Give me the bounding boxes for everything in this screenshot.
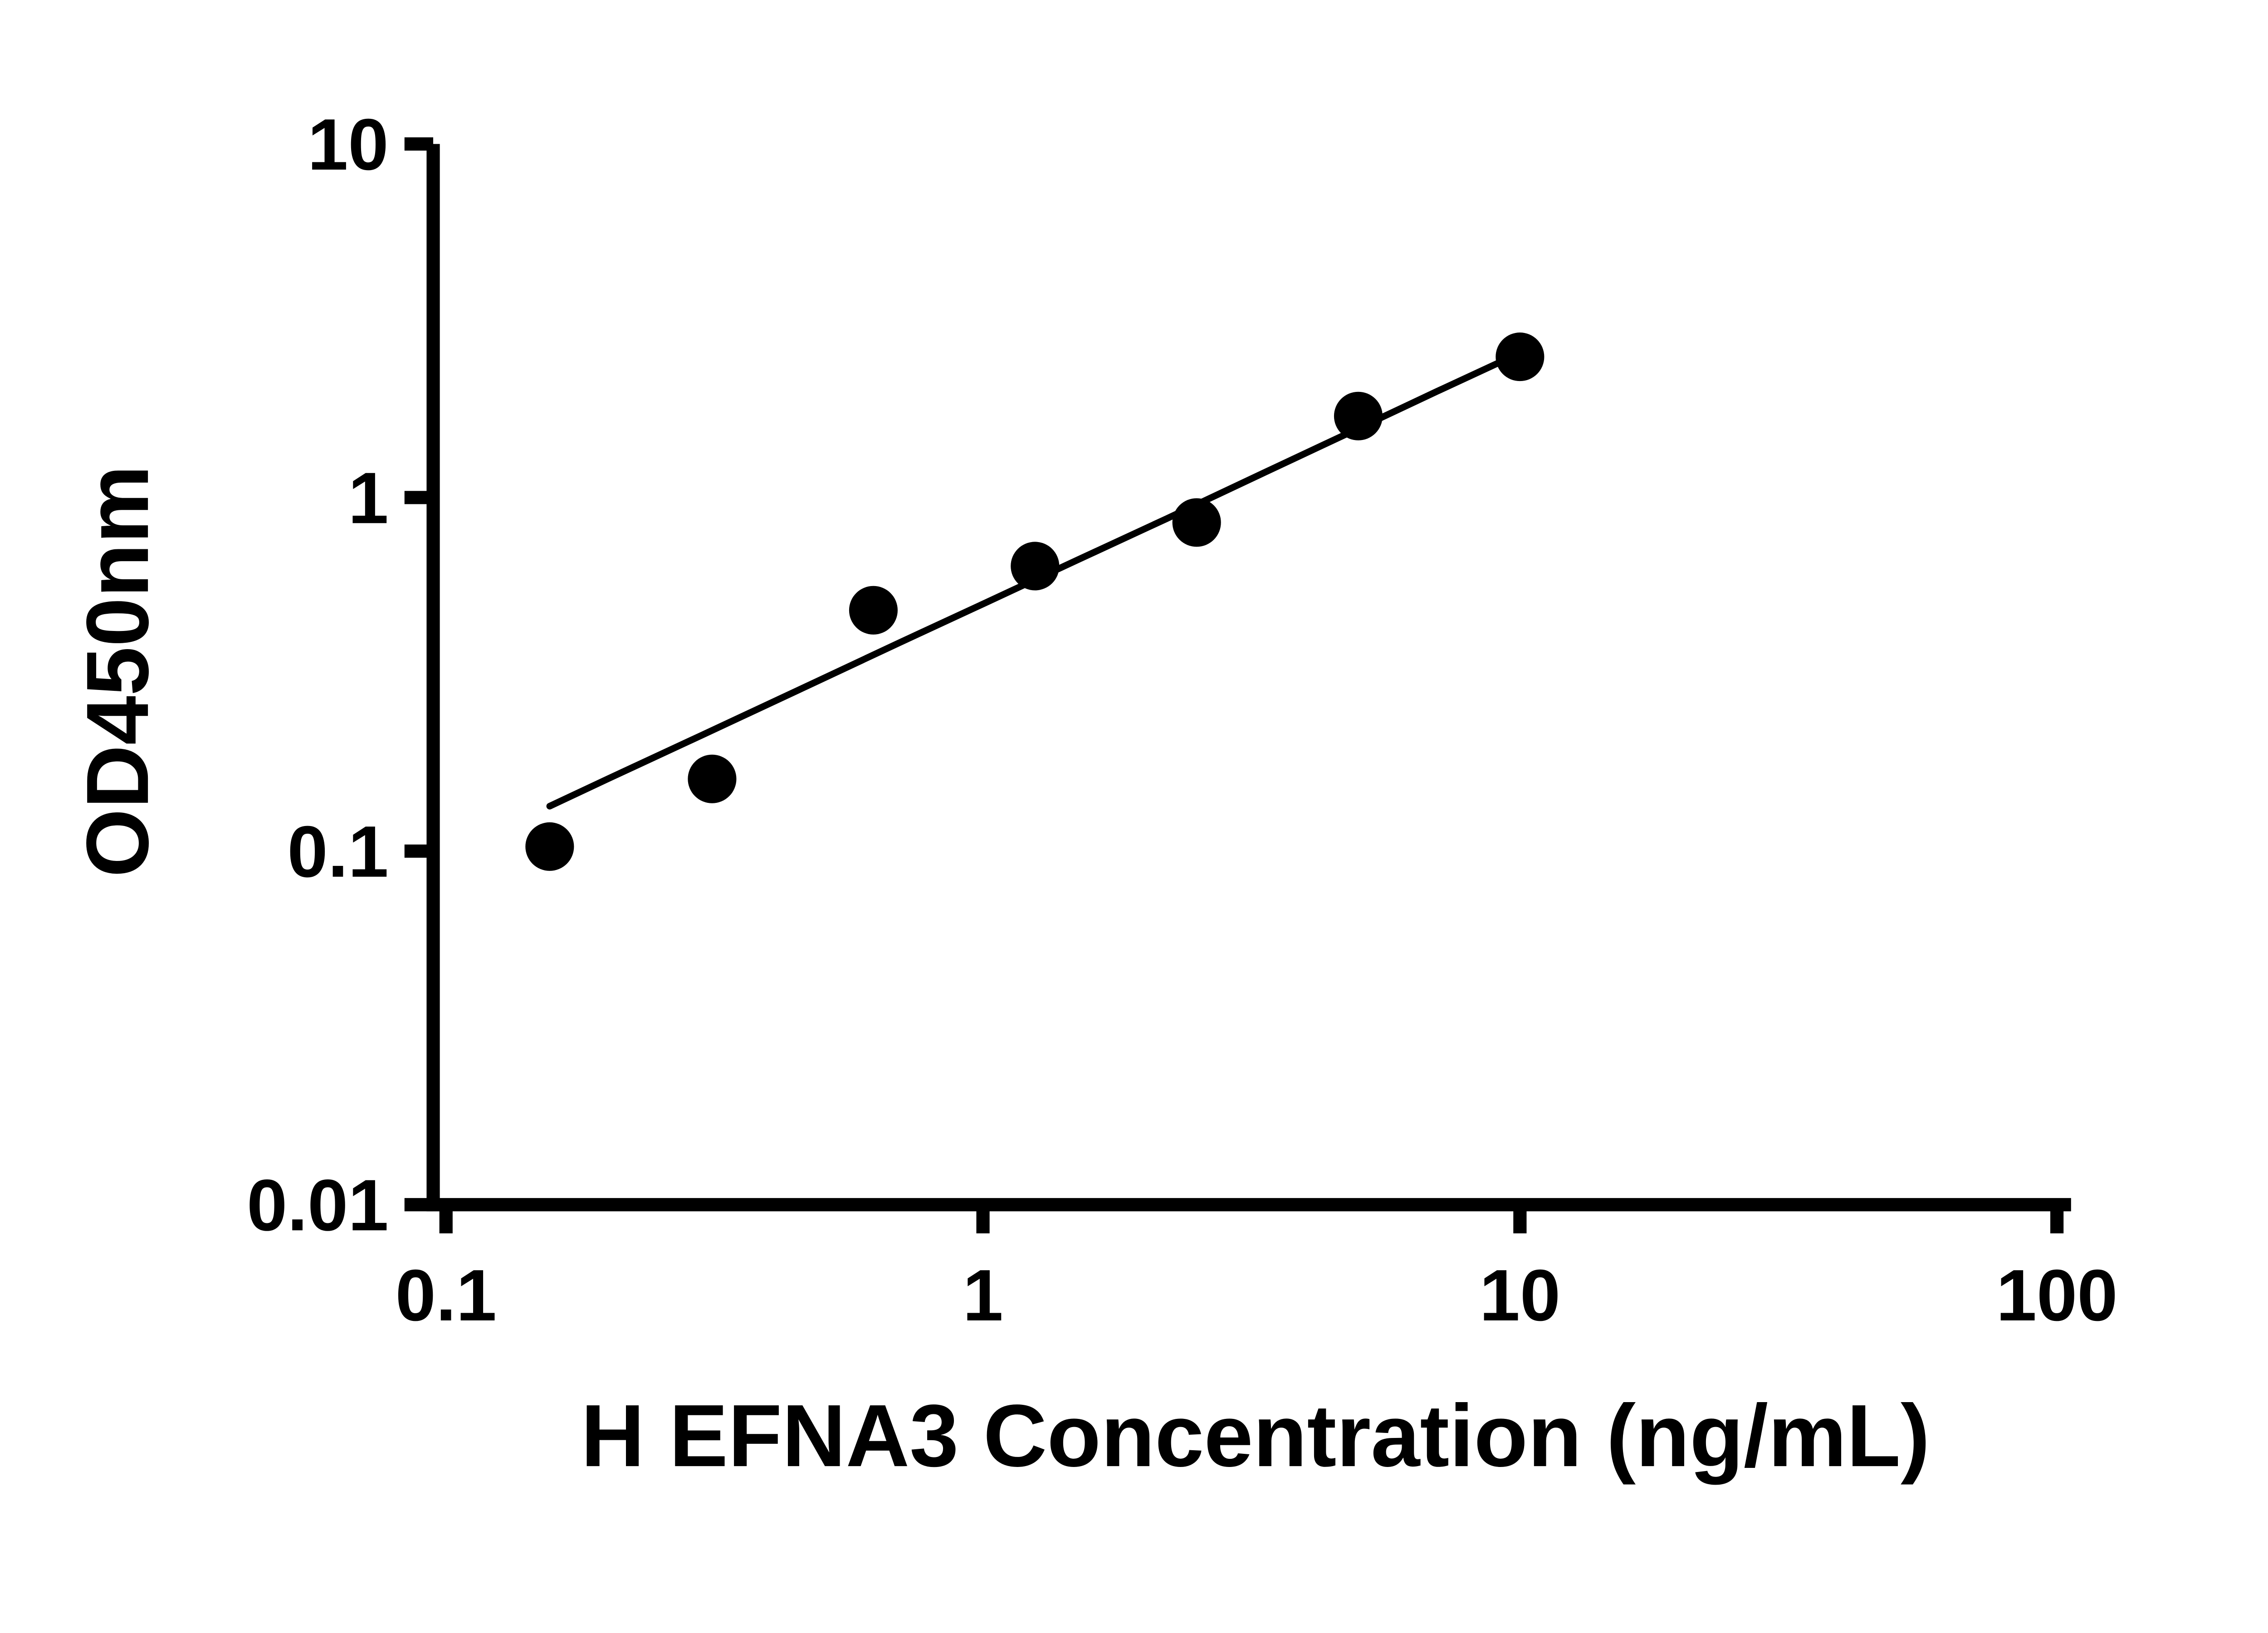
x-axis-title: H EFNA3 Concentration (ng/mL): [581, 1387, 1930, 1485]
x-tick-label: 10: [1480, 1255, 1561, 1336]
y-tick-label: 0.1: [287, 812, 388, 893]
data-point: [688, 754, 737, 803]
x-tick-label: 0.1: [396, 1255, 497, 1336]
y-tick-label: 1: [348, 458, 388, 539]
data-point: [1334, 391, 1383, 440]
y-axis-title: OD450nm: [68, 465, 167, 877]
y-tick-label: 0.01: [247, 1165, 389, 1246]
elisa-standard-curve-chart: 0.1 1 10 100 0.01 0.1 1 10 OD450nm H EFNA3 Conc…: [68, 104, 2118, 1486]
data-point: [1172, 498, 1221, 547]
data-point: [1011, 542, 1060, 591]
data-point: [1496, 332, 1545, 381]
x-tick-label: 1: [963, 1255, 1003, 1336]
x-tick-label: 100: [1996, 1255, 2118, 1336]
data-point: [849, 586, 898, 635]
data-point: [525, 822, 574, 871]
y-tick-label: 10: [308, 104, 389, 186]
